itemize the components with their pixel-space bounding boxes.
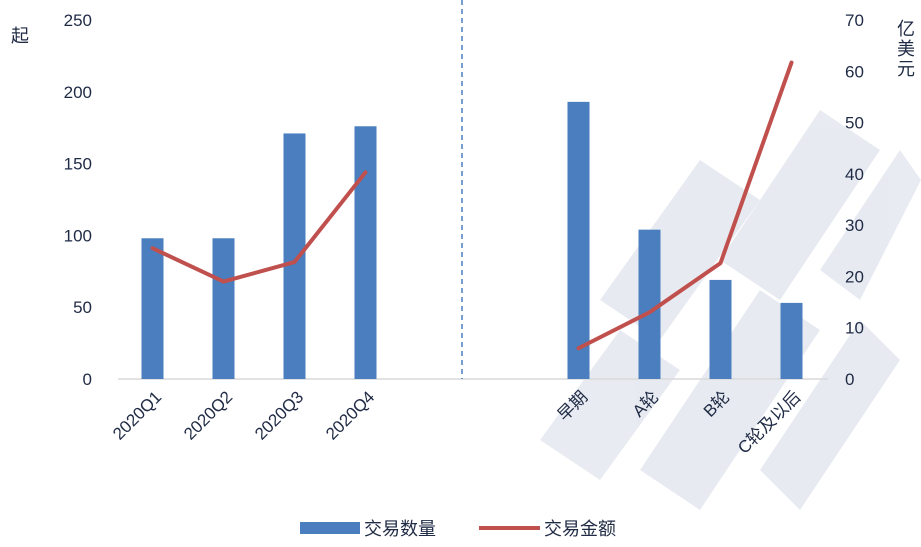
x-tick-label: 2020Q1 [109, 387, 165, 443]
y-left-tick-label: 200 [64, 83, 92, 102]
y-right-tick-label: 30 [845, 216, 864, 235]
x-tick-label: 2020Q4 [322, 387, 378, 443]
x-tick-label: 2020Q2 [180, 387, 236, 443]
y-left-axis-label: 起 [11, 26, 29, 47]
legend-bar-swatch [300, 522, 360, 534]
y-right-tick-label: 10 [845, 319, 864, 338]
y-right-tick-label: 20 [845, 267, 864, 286]
y-right-tick-label: 70 [845, 11, 864, 30]
bar-早期 [567, 101, 590, 380]
bar-2020Q4 [354, 126, 377, 379]
legend-line-label: 交易金额 [544, 519, 616, 540]
bar-2020Q1 [141, 238, 164, 379]
amount-line-segment-1 [150, 170, 368, 284]
y-left-tick-label: 50 [73, 298, 92, 317]
bar-2020Q2 [212, 238, 235, 379]
y-left-tick-label: 150 [64, 155, 92, 174]
legend-bar-label: 交易数量 [364, 519, 436, 540]
y-left-tick-label: 100 [64, 226, 92, 245]
legend: 交易数量 交易金额 [300, 519, 616, 540]
amount-line-segment-2 [576, 60, 794, 351]
y-left-tick-label: 0 [83, 370, 92, 389]
y-right-tick-label: 50 [845, 114, 864, 133]
lines [150, 60, 794, 351]
watermark [540, 110, 921, 510]
bar-A轮 [638, 229, 661, 379]
y-left-tick-label: 250 [64, 11, 92, 30]
bar-B轮 [709, 279, 732, 379]
bar-C轮及以后 [780, 302, 803, 379]
bar-2020Q3 [283, 133, 306, 379]
x-tick-label: 2020Q3 [251, 387, 307, 443]
y-right-tick-label: 0 [845, 370, 854, 389]
bars [141, 101, 803, 380]
y-right-axis-label: 亿美元 [897, 19, 915, 80]
y-right-tick-label: 60 [845, 62, 864, 81]
y-right-tick-label: 40 [845, 165, 864, 184]
